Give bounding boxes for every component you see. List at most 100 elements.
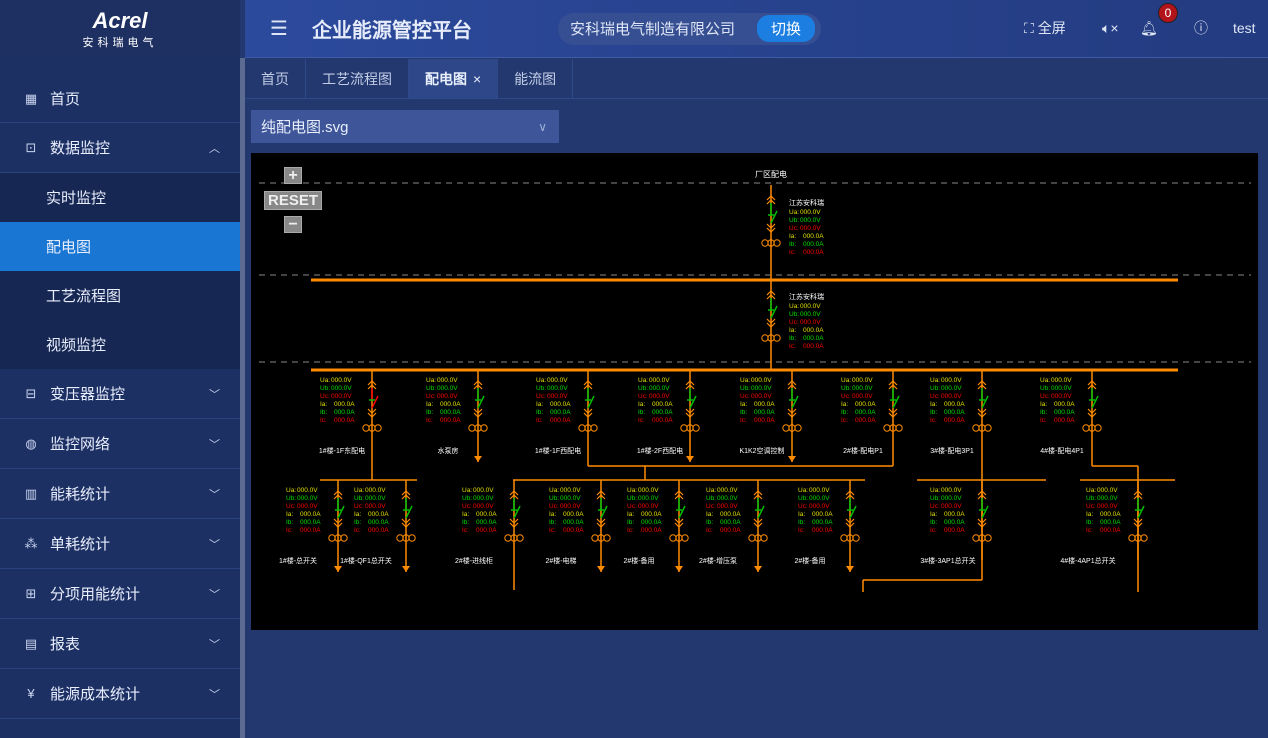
disconnect-chevron-icon xyxy=(333,490,343,500)
breaker-switch-icon xyxy=(791,395,799,409)
disconnect-chevron-icon xyxy=(473,408,483,418)
disconnect-chevron-icon xyxy=(674,518,684,528)
current-transformer-icon xyxy=(516,534,524,542)
reading-key: Ub: xyxy=(1040,385,1050,392)
bell-icon[interactable]: 🔔︎ xyxy=(1140,20,1158,36)
current-transformer-icon xyxy=(578,424,586,432)
mute-icon[interactable]: 🔈︎× xyxy=(1102,20,1119,36)
zoom-out-button[interactable]: − xyxy=(284,216,302,233)
current-transformer-icon xyxy=(340,534,348,542)
distribution-diagram[interactable]: 厂区配电 Ua: 000.0V Ub: 000.0V Uc: 000.0V Ia: 000.0A… xyxy=(251,153,1258,630)
sidebar-item-8[interactable]: ¥ 能源成本统计 ﹀ xyxy=(0,669,240,719)
reading-key: Ub: xyxy=(1086,495,1096,502)
disconnect-chevron-icon xyxy=(583,380,593,390)
tab-3[interactable]: 能流图 xyxy=(498,59,574,98)
reading-key: Ia: xyxy=(1040,401,1047,408)
feeder-label: 2#楼-电梯 xyxy=(545,556,576,565)
reading-key: Uc: xyxy=(638,393,648,400)
file-select[interactable]: 纯配电图.svg ∨ xyxy=(251,110,559,143)
reading-key: Ic: xyxy=(462,527,469,534)
sidebar-item-3[interactable]: ◍ 监控网络 ﹀ xyxy=(0,419,240,469)
page-title: 企业能源管控平台 xyxy=(311,20,472,42)
reading-value: 000.0V xyxy=(297,503,318,510)
arrow-down-icon xyxy=(754,566,762,572)
disconnect-chevron-icon xyxy=(888,408,898,418)
sidebar-subitem-1[interactable]: 配电图 xyxy=(0,222,240,271)
reading-key: Ub: xyxy=(930,495,940,502)
current-transformer-icon xyxy=(681,534,689,542)
reading-key: Ib: xyxy=(549,519,556,526)
arrow-down-icon xyxy=(597,566,605,572)
feeder-label: 2#楼-备用 xyxy=(794,556,825,565)
user-menu[interactable]: test xyxy=(1233,20,1256,36)
reading-value: 000.0A xyxy=(476,527,497,534)
reading-key: Ia: xyxy=(549,511,556,518)
close-icon[interactable]: × xyxy=(473,71,482,87)
reading-key: Ia: xyxy=(462,511,469,518)
fullscreen-button[interactable]: ⛶ 全屏 xyxy=(1024,20,1066,36)
arrow-down-icon xyxy=(686,456,694,462)
reading-key: Ib: xyxy=(627,519,634,526)
chevron-down-icon: ∨ xyxy=(538,119,547,134)
reading-value: 000.0A xyxy=(334,417,355,424)
reading-value: 000.0A xyxy=(1100,519,1121,526)
reading-value: 000.0A xyxy=(550,417,571,424)
reading-value: 000.0V xyxy=(800,225,821,232)
reading-value: 000.0A xyxy=(720,527,741,534)
reading-key: Uc: xyxy=(789,225,799,232)
feeder-label: 4#楼-配电4P1 xyxy=(1040,446,1084,455)
disconnect-chevron-icon xyxy=(1133,490,1143,500)
tab-1[interactable]: 工艺流程图 xyxy=(306,59,409,98)
breaker-switch-icon xyxy=(849,505,857,519)
tab-2[interactable]: 配电图 × xyxy=(409,59,499,98)
reading-value: 000.0V xyxy=(297,495,318,502)
reading-key: Ub: xyxy=(798,495,808,502)
company-selector[interactable]: 安科瑞电气制造有限公司 切换 xyxy=(557,12,821,45)
sidebar-subitem-2[interactable]: 工艺流程图 xyxy=(0,271,240,320)
reading-key: Ub: xyxy=(789,217,799,224)
breaker-switch-icon xyxy=(337,505,345,519)
current-transformer-icon xyxy=(748,534,756,542)
reading-key: Ic: xyxy=(286,527,293,534)
reset-button[interactable]: RESET xyxy=(264,191,322,210)
reading-key: Ib: xyxy=(462,519,469,526)
disconnect-chevron-icon xyxy=(401,518,411,528)
switch-company-button[interactable]: 切换 xyxy=(756,15,815,42)
tab-label: 首页 xyxy=(261,71,289,87)
arrow-down-icon xyxy=(675,566,683,572)
current-transformer-icon xyxy=(794,424,802,432)
reading-key: Ua: xyxy=(1086,487,1096,494)
sidebar-item-5[interactable]: ⁂ 单耗统计 ﹀ xyxy=(0,519,240,569)
reading-value: 000.0V xyxy=(800,303,821,310)
sidebar-scrollbar[interactable] xyxy=(240,58,245,738)
sidebar-item-6[interactable]: ⊞ 分项用能统计 ﹀ xyxy=(0,569,240,619)
sidebar-subitem-3[interactable]: 视频监控 xyxy=(0,320,240,369)
sidebar-item-2[interactable]: ⊟ 变压器监控 ﹀ xyxy=(0,369,240,419)
reading-value: 000.0A xyxy=(720,511,741,518)
reading-key: Ia: xyxy=(426,401,433,408)
reading-key: Ic: xyxy=(1086,527,1093,534)
sidebar-subitem-0[interactable]: 实时监控 xyxy=(0,173,240,222)
zoom-in-button[interactable]: + xyxy=(284,167,302,184)
network-icon: ◍ xyxy=(25,435,37,451)
feeder-label: 3#楼-配电3P1 xyxy=(930,446,974,455)
reading-value: 000.0A xyxy=(300,519,321,526)
reading-key: Ua: xyxy=(549,487,559,494)
reading-key: Ia: xyxy=(930,511,937,518)
reading-value: 000.0V xyxy=(941,495,962,502)
disconnect-chevron-icon xyxy=(685,380,695,390)
sidebar-item-1[interactable]: ⊡ 数据监控 ︿ xyxy=(0,123,240,173)
help-icon[interactable]: ⓘ xyxy=(1194,20,1208,36)
reading-value: 000.0A xyxy=(652,417,673,424)
reading-value: 000.0V xyxy=(941,393,962,400)
tab-0[interactable]: 首页 xyxy=(245,59,306,98)
reading-value: 000.0V xyxy=(560,487,581,494)
sidebar-item-0[interactable]: ▦ 首页 xyxy=(0,75,240,123)
menu-toggle-icon[interactable]: ☰ xyxy=(270,18,288,40)
reading-key: Ub: xyxy=(536,385,546,392)
reading-value: 000.0V xyxy=(852,385,873,392)
disconnect-chevron-icon xyxy=(888,380,898,390)
sidebar-item-4[interactable]: ▥ 能耗统计 ﹀ xyxy=(0,469,240,519)
reading-key: Ub: xyxy=(549,495,559,502)
sidebar-item-7[interactable]: ▤ 报表 ﹀ xyxy=(0,619,240,669)
